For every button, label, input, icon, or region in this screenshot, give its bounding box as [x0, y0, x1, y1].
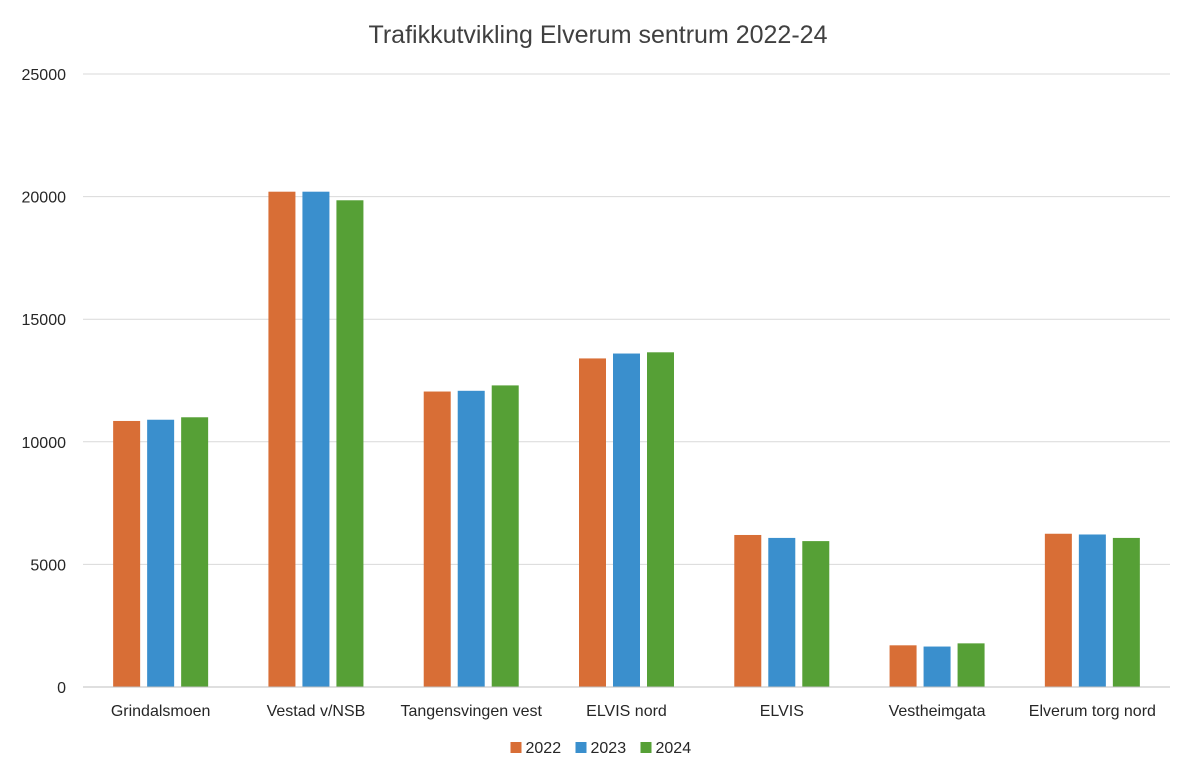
x-tick-label: Grindalsmoen: [111, 703, 211, 720]
bar-2022-2: [423, 391, 451, 687]
bar-2022-1: [268, 191, 296, 688]
bar-2023-4: [768, 537, 796, 687]
bar-2024-1: [336, 200, 364, 687]
y-tick-label: 25000: [22, 67, 67, 84]
y-tick-label: 10000: [22, 435, 67, 452]
bar-2022-6: [1044, 533, 1072, 687]
x-axis: Grindalsmoen Vestad v/NSB Tangensvingen ve…: [83, 686, 1170, 720]
bar-2023-0: [147, 419, 175, 687]
legend-swatch-2022: [510, 742, 522, 753]
bar-2022-3: [579, 358, 606, 687]
x-tick-label: Vestheimgata: [889, 703, 986, 720]
bar-2024-2: [491, 385, 519, 687]
y-tick-label: 5000: [30, 557, 66, 574]
bar-2023-6: [1078, 534, 1106, 687]
y-axis-tick-labels: 0 5000 10000 15000 20000 25000: [22, 67, 67, 697]
chart-title: Trafikkutvikling Elverum sentrum 2022-24: [369, 21, 828, 49]
legend-label-2023: 2023: [591, 740, 627, 757]
legend-swatch-2023: [575, 742, 587, 753]
bar-2022-5: [889, 645, 917, 687]
bar-2024-4: [802, 541, 830, 687]
bar-2023-5: [923, 646, 951, 687]
x-tick-label: Vestad v/NSB: [267, 703, 366, 720]
y-tick-label: 15000: [22, 312, 67, 329]
bar-2023-3: [613, 353, 640, 687]
y-tick-label: 20000: [22, 190, 67, 207]
bar-2024-3: [647, 352, 674, 687]
legend-label-2024: 2024: [656, 740, 692, 757]
x-tick-label: ELVIS: [760, 703, 804, 720]
bar-2023-1: [302, 191, 330, 688]
bar-2024-0: [181, 417, 209, 687]
legend-swatch-2024: [640, 742, 652, 753]
x-tick-label: ELVIS nord: [586, 703, 667, 720]
bar-2023-2: [457, 390, 485, 687]
bar-2024-6: [1112, 537, 1140, 687]
bar-2024-5: [957, 643, 985, 687]
x-tick-label: Elverum torg nord: [1029, 703, 1156, 720]
legend: 2022 2023 2024: [510, 740, 692, 757]
bars: [113, 191, 1140, 688]
gridlines: [83, 73, 1170, 565]
x-tick-label: Tangensvingen vest: [400, 703, 542, 720]
y-tick-label: 0: [57, 680, 66, 697]
legend-label-2022: 2022: [526, 740, 562, 757]
bar-2022-4: [734, 534, 762, 687]
bar-2022-0: [113, 420, 141, 687]
